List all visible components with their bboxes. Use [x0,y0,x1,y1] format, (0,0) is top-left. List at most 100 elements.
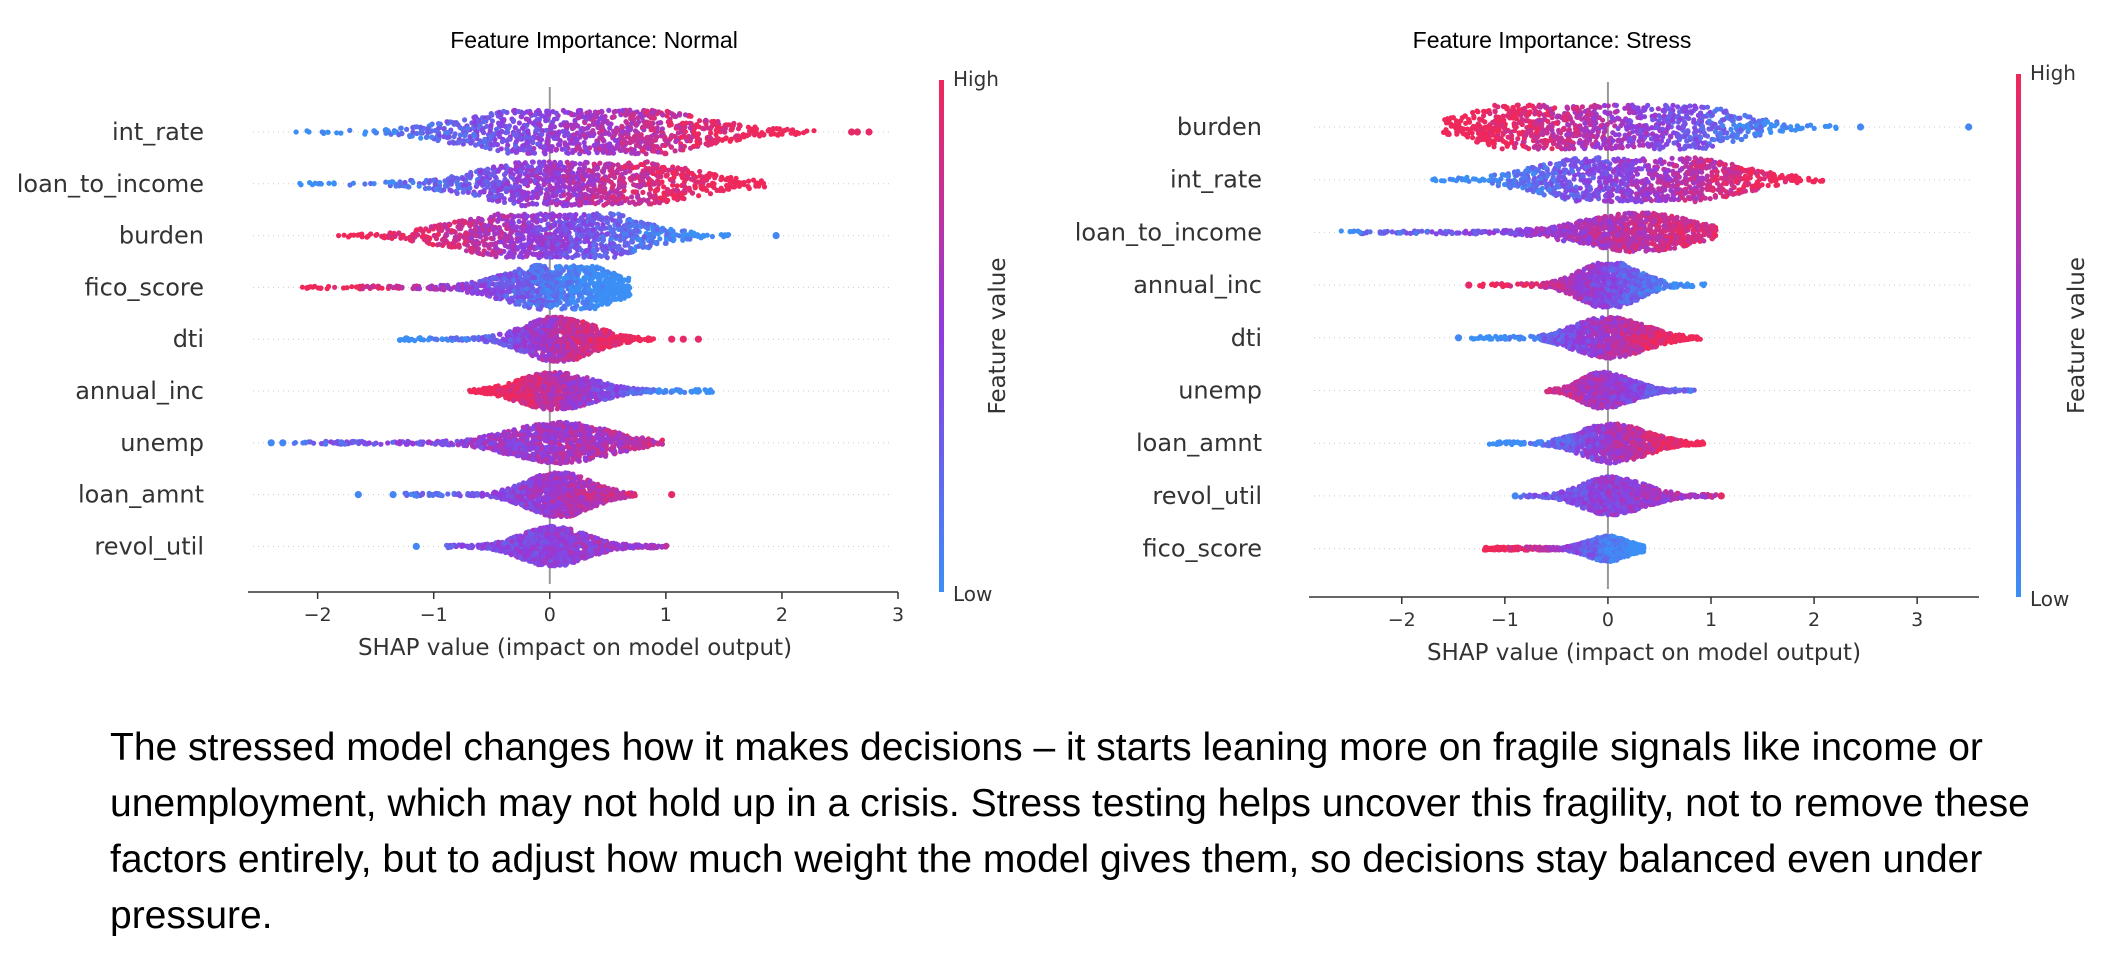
feature-label: int_rate [112,118,204,146]
shap-point [404,335,410,341]
shap-point [581,254,587,260]
shap-point [681,127,687,133]
shap-point [555,343,561,349]
outlier-point [772,232,780,240]
shap-point [688,134,694,140]
shap-point [488,251,494,258]
shap-point [536,111,543,117]
shap-point [544,214,550,220]
feature-row: int_rate [112,107,893,157]
shap-point [441,134,447,140]
shap-point [416,335,422,341]
shap-point [566,280,572,286]
shap-point [645,335,651,341]
shap-point [600,337,607,343]
shap-point [619,147,625,153]
shap-point [412,232,418,238]
shap-point [616,273,622,279]
shap-point [418,135,424,141]
shap-point [436,241,442,247]
shap-point [663,173,670,179]
shap-point [569,112,575,118]
shap-point [607,125,613,131]
shap-point [525,139,531,146]
shap-point [585,180,592,186]
shap-point [496,181,502,187]
shap-point [581,132,588,138]
shap-point [477,168,483,174]
shap-point [717,187,723,194]
shap-point [723,135,729,141]
shap-point [526,240,532,246]
shap-point [519,162,525,168]
shap-point [391,129,397,135]
shap-point [574,144,581,150]
shap-point [563,236,570,242]
shap-point [407,237,413,243]
shap-point [503,293,510,299]
shap-point [719,137,725,143]
shap-point [680,120,686,126]
shap-point [751,129,757,135]
shap-point [456,223,462,229]
shap-point [525,250,532,256]
shap-point [578,127,584,133]
shap-point [386,179,393,185]
shap-point [527,135,533,141]
shap-point [501,172,508,178]
shap-point [607,143,613,149]
shap-point [531,275,538,281]
shap-point [513,148,519,155]
shap-point [435,231,441,237]
shap-point [632,189,638,195]
shap-point [398,235,404,241]
shap-point [373,130,379,136]
shap-point [501,196,507,202]
shap-point [706,182,712,188]
shap-point [728,136,734,142]
shap-point [478,290,484,296]
shap-point [479,182,486,188]
shap-point [593,187,600,193]
shap-point [498,112,504,118]
shap-point [676,112,683,118]
shap-point [457,218,463,225]
shap-point [539,132,545,138]
shap-point [482,222,488,229]
shap-point [565,348,571,354]
shap-point [570,170,576,176]
shap-point [549,346,555,352]
shap-point [561,177,567,183]
shap-point [579,232,585,238]
shap-point [467,185,473,191]
shap-point [584,274,591,280]
shap-point [455,122,461,128]
shap-point [678,147,684,153]
shap-point [804,128,810,134]
shap-point [422,185,428,192]
shap-point [539,240,546,246]
shap-point [531,150,538,156]
shap-point [646,191,653,197]
shap-point [700,125,706,131]
shap-point [600,128,606,134]
shap-point [674,183,680,189]
shap-point [592,306,598,312]
shap-point [637,111,644,117]
shap-point [615,340,621,346]
shap-point [407,133,413,139]
shap-point [454,286,460,292]
shap-point [404,126,410,132]
shap-point [349,284,355,290]
shap-point [682,185,688,191]
shap-point [625,242,631,248]
shap-point [528,301,534,307]
shap-point [657,120,664,126]
shap-point [574,174,580,180]
shap-point [708,130,714,136]
shap-point [662,134,668,140]
shap-point [462,186,468,192]
shap-point [565,150,572,156]
shap-point [505,273,511,279]
shap-point [582,268,589,275]
